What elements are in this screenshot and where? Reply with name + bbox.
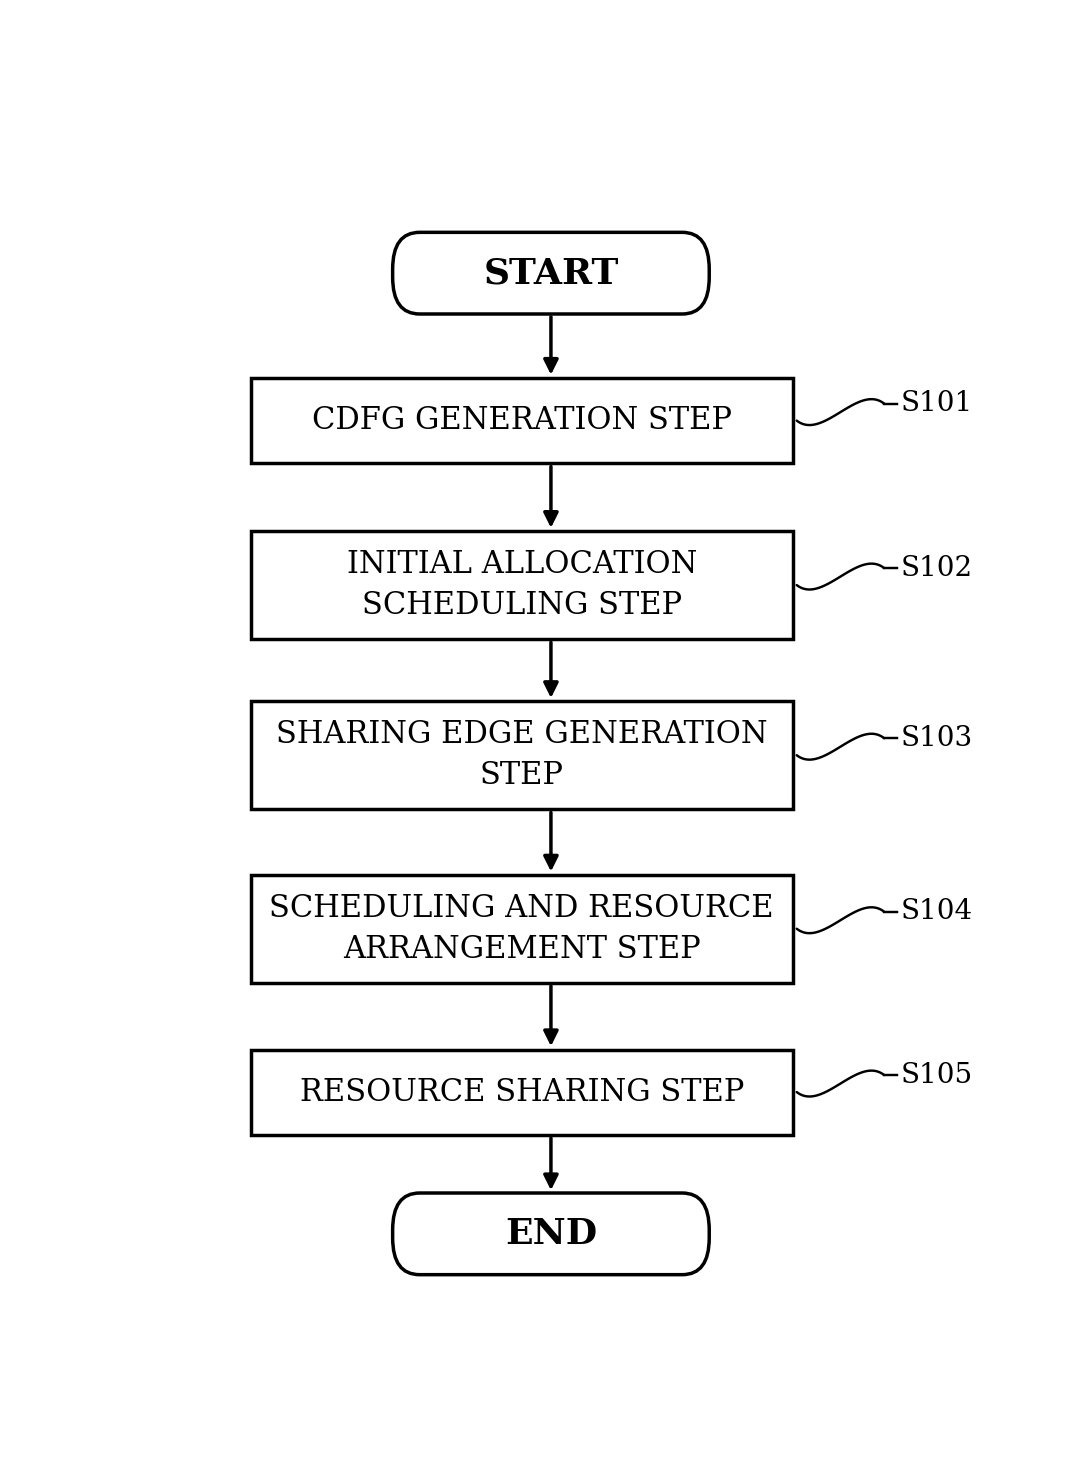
FancyBboxPatch shape [252, 1050, 792, 1134]
Text: INITIAL ALLOCATION
SCHEDULING STEP: INITIAL ALLOCATION SCHEDULING STEP [346, 549, 697, 622]
FancyBboxPatch shape [392, 1193, 710, 1274]
FancyBboxPatch shape [252, 532, 792, 639]
Text: S101: S101 [901, 390, 973, 417]
Text: CDFG GENERATION STEP: CDFG GENERATION STEP [312, 405, 732, 436]
FancyBboxPatch shape [252, 875, 792, 982]
FancyBboxPatch shape [392, 233, 710, 314]
Text: SHARING EDGE GENERATION
STEP: SHARING EDGE GENERATION STEP [276, 719, 768, 791]
FancyBboxPatch shape [252, 379, 792, 463]
Text: S102: S102 [901, 554, 973, 582]
Text: S104: S104 [901, 899, 973, 925]
Text: START: START [484, 256, 618, 290]
Text: S103: S103 [901, 725, 973, 751]
Text: S105: S105 [901, 1062, 973, 1089]
FancyBboxPatch shape [252, 701, 792, 809]
Text: END: END [505, 1217, 597, 1251]
Text: RESOURCE SHARING STEP: RESOURCE SHARING STEP [300, 1077, 744, 1108]
Text: SCHEDULING AND RESOURCE
ARRANGEMENT STEP: SCHEDULING AND RESOURCE ARRANGEMENT STEP [270, 893, 774, 965]
